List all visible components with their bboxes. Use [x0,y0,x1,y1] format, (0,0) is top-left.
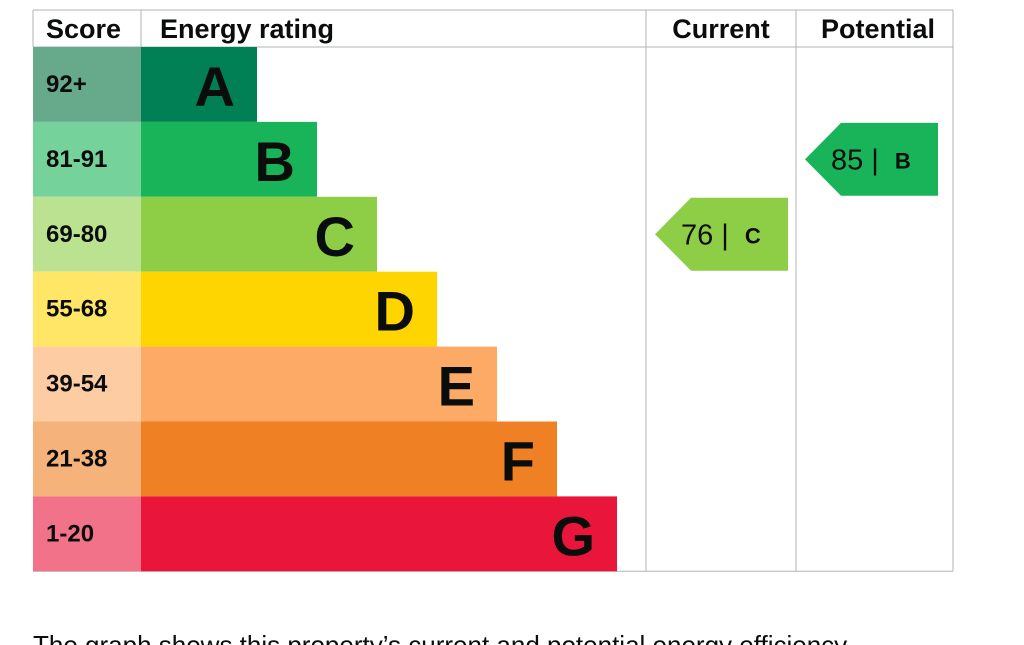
band-bar [141,496,617,572]
band-score: 39-54 [46,371,108,398]
score-cell [33,196,141,272]
band-bar [141,421,557,497]
band-bar [141,196,377,272]
band-bar [141,271,437,347]
band-letter: G [551,504,595,567]
potential-value: 85 [831,144,863,176]
band-bar [141,47,257,122]
score-cell [33,121,141,197]
current-label: 76 | C [681,219,761,251]
band-score: 21-38 [46,445,107,472]
band-letter: F [501,429,535,492]
current-value: 76 [681,219,713,251]
band-bar [141,346,497,422]
band-letter: B [255,130,295,193]
score-header: Score [46,14,121,44]
score-cell [33,346,141,422]
current-arrow [655,197,788,271]
current-separator: | [721,219,729,251]
band-score: 1-20 [46,520,94,547]
band-letter: D [375,280,415,343]
band-score: 69-80 [46,221,107,248]
current-letter: C [745,223,761,248]
band-score: 92+ [46,71,87,98]
caption: The graph shows this property’s current … [33,630,852,645]
band-score: 55-68 [46,296,107,323]
score-cell [33,47,141,122]
potential-letter: B [895,148,911,173]
band-letter: C [315,205,355,268]
potential-label: 85 | B [831,144,911,176]
score-cell [33,496,141,572]
score-cell [33,421,141,497]
potential-header: Potential [821,14,935,44]
band-letter: E [438,355,475,418]
band-bar [141,121,317,197]
score-cell [33,271,141,347]
band-score: 81-91 [46,146,107,173]
band-letter: A [195,55,235,118]
potential-arrow [805,122,938,196]
rating-header: Energy rating [160,14,334,44]
potential-separator: | [871,144,879,176]
current-header: Current [672,14,770,44]
